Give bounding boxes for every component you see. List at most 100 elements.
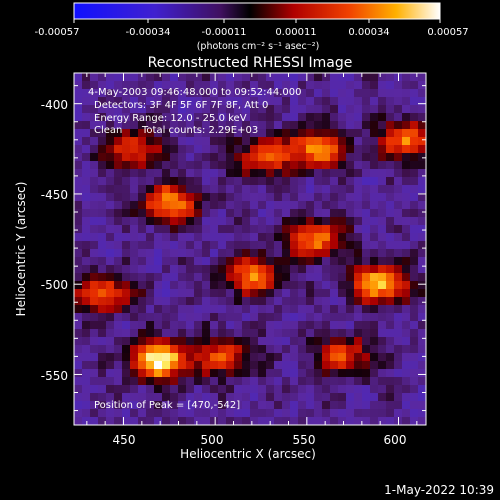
heatmap-cell <box>226 81 235 90</box>
heatmap-cell <box>370 281 379 290</box>
heatmap-cell <box>138 185 147 194</box>
heatmap-cell <box>90 297 99 306</box>
heatmap-cell <box>202 105 211 114</box>
heatmap-cell <box>242 121 251 130</box>
heatmap-cell <box>394 321 403 330</box>
heatmap-cell <box>98 129 107 138</box>
heatmap-cell <box>266 153 275 162</box>
heatmap-cell <box>282 81 291 90</box>
heatmap-cell <box>122 321 131 330</box>
heatmap-cell <box>378 313 387 322</box>
heatmap-cell <box>146 137 155 146</box>
heatmap-cell <box>338 353 347 362</box>
heatmap-cell <box>114 177 123 186</box>
heatmap-cell <box>106 241 115 250</box>
heatmap-cell <box>298 257 307 266</box>
heatmap-cell <box>386 225 395 234</box>
heatmap-cell <box>258 161 267 170</box>
heatmap-cell <box>314 193 323 202</box>
heatmap-cell <box>298 169 307 178</box>
heatmap-cell <box>362 89 371 98</box>
heatmap-cell <box>282 305 291 314</box>
heatmap-cell <box>282 233 291 242</box>
heatmap-cell <box>266 121 275 130</box>
heatmap-cell <box>258 305 267 314</box>
heatmap-cell <box>402 185 411 194</box>
heatmap-cell <box>378 217 387 226</box>
heatmap-cell <box>234 361 243 370</box>
heatmap-cell <box>234 137 243 146</box>
heatmap-cell <box>282 377 291 386</box>
heatmap-cell <box>394 249 403 258</box>
heatmap-cell <box>226 249 235 258</box>
heatmap-cell <box>258 225 267 234</box>
heatmap-cell <box>266 105 275 114</box>
heatmap-cell <box>258 297 267 306</box>
x-tick-label-450: 450 <box>113 433 136 447</box>
heatmap-cell <box>322 225 331 234</box>
heatmap-cell <box>90 417 99 425</box>
heatmap-cell <box>162 121 171 130</box>
heatmap-cell <box>314 241 323 250</box>
heatmap-cell <box>250 137 259 146</box>
heatmap-cell <box>90 249 99 258</box>
heatmap-cell <box>338 209 347 218</box>
heatmap-cell <box>362 113 371 122</box>
heatmap-cell <box>338 393 347 402</box>
heatmap-cell <box>210 369 219 378</box>
heatmap-cell <box>130 321 139 330</box>
heatmap-cell <box>122 249 131 258</box>
heatmap-cell <box>410 201 419 210</box>
heatmap-cell <box>418 361 426 370</box>
heatmap-cell <box>250 337 259 346</box>
heatmap-cell <box>130 281 139 290</box>
heatmap-cell <box>162 417 171 425</box>
heatmap-cell <box>418 305 426 314</box>
heatmap-cell <box>322 353 331 362</box>
heatmap-cell <box>202 393 211 402</box>
heatmap-cell <box>82 105 91 114</box>
heatmap-cell <box>170 385 179 394</box>
heatmap-cell <box>146 361 155 370</box>
heatmap-cell <box>162 393 171 402</box>
heatmap-cell <box>402 305 411 314</box>
heatmap-cell <box>378 337 387 346</box>
heatmap-cell <box>146 233 155 242</box>
y-tick-label-550: -550 <box>41 369 68 383</box>
heatmap-cell <box>194 89 203 98</box>
heatmap-cell <box>298 369 307 378</box>
heatmap-cell <box>194 321 203 330</box>
heatmap-cell <box>274 89 283 98</box>
heatmap-cell <box>290 377 299 386</box>
heatmap-cell <box>146 225 155 234</box>
heatmap-cell <box>298 209 307 218</box>
heatmap-cell <box>418 169 426 178</box>
heatmap-cell <box>130 193 139 202</box>
heatmap-cell <box>98 369 107 378</box>
heatmap-cell <box>282 401 291 410</box>
heatmap-cell <box>98 97 107 106</box>
heatmap-cell <box>330 257 339 266</box>
heatmap-cell <box>218 289 227 298</box>
heatmap-cell <box>242 257 251 266</box>
heatmap-cell <box>146 121 155 130</box>
heatmap-cell <box>218 193 227 202</box>
heatmap-cell <box>170 369 179 378</box>
heatmap-cell <box>186 241 195 250</box>
heatmap-cell <box>394 89 403 98</box>
heatmap-cell <box>322 121 331 130</box>
heatmap-cell <box>186 137 195 146</box>
heatmap-cell <box>90 153 99 162</box>
heatmap-cell <box>338 289 347 298</box>
heatmap-cell <box>290 249 299 258</box>
heatmap-cell <box>106 177 115 186</box>
colorbar-tick-label-4: 0.00011 <box>275 27 316 38</box>
heatmap-cell <box>354 217 363 226</box>
heatmap-cell <box>274 161 283 170</box>
heatmap-cell <box>146 337 155 346</box>
heatmap-cell <box>122 105 131 114</box>
heatmap-cell <box>186 73 195 82</box>
heatmap-cell <box>402 161 411 170</box>
heatmap-cell <box>370 97 379 106</box>
heatmap-cell <box>90 305 99 314</box>
